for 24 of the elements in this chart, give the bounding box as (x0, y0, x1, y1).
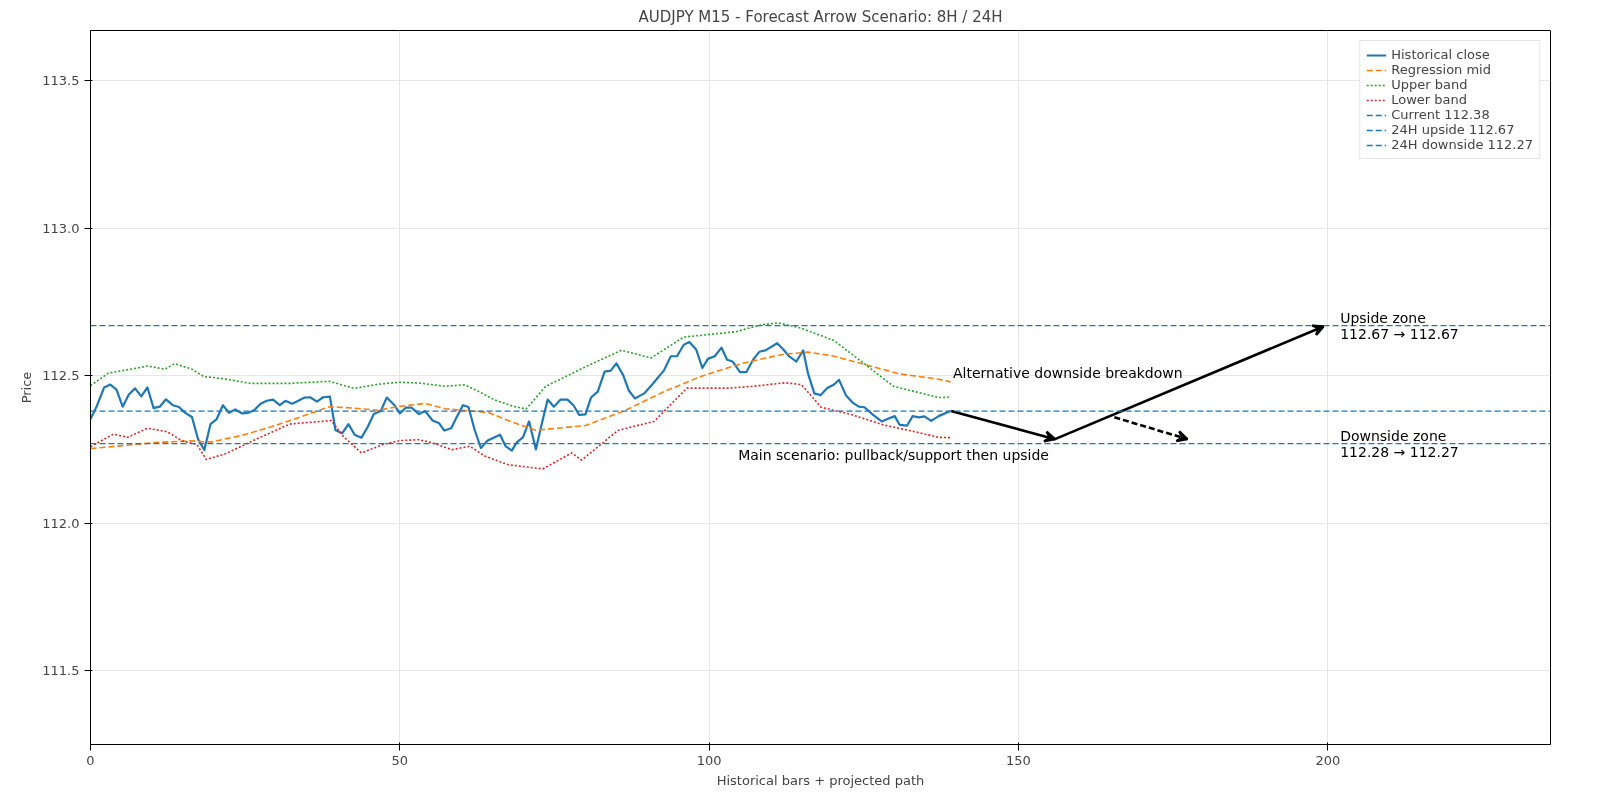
x-tick-label: 100 (696, 752, 722, 768)
y-tick-label: 111.5 (42, 663, 80, 679)
legend-label: Historical close (1391, 47, 1490, 62)
annotation: Downside zone 112.28 → 112.27 (1340, 427, 1459, 460)
legend-label: Upper band (1391, 77, 1468, 92)
y-tick-label: 113.5 (42, 73, 80, 89)
y-tick-label: 113.0 (42, 220, 80, 236)
legend-label: 24H upside 112.67 (1391, 122, 1515, 137)
legend-label: Current 112.38 (1391, 107, 1490, 122)
chart-title: AUDJPY M15 - Forecast Arrow Scenario: 8H / 24H (638, 7, 1003, 26)
legend-label: 24H downside 112.27 (1391, 137, 1533, 152)
annotation: Alternative downside breakdown (953, 365, 1183, 382)
annotation: Main scenario: pullback/support then upside (738, 447, 1049, 464)
x-axis-title: Historical bars + projected path (716, 772, 925, 788)
x-tick-label: 150 (1006, 752, 1031, 768)
y-axis-title: Price (19, 371, 35, 404)
annotation: Upside zone 112.67 → 112.67 (1340, 309, 1459, 342)
y-tick-label: 112.0 (42, 515, 80, 531)
x-tick-label: 50 (391, 752, 409, 768)
x-tick-label: 200 (1315, 752, 1341, 768)
legend-label: Lower band (1391, 92, 1468, 107)
y-tick-label: 112.5 (42, 368, 80, 384)
legend-label: Regression mid (1391, 62, 1491, 77)
x-tick-label: 0 (86, 752, 95, 768)
